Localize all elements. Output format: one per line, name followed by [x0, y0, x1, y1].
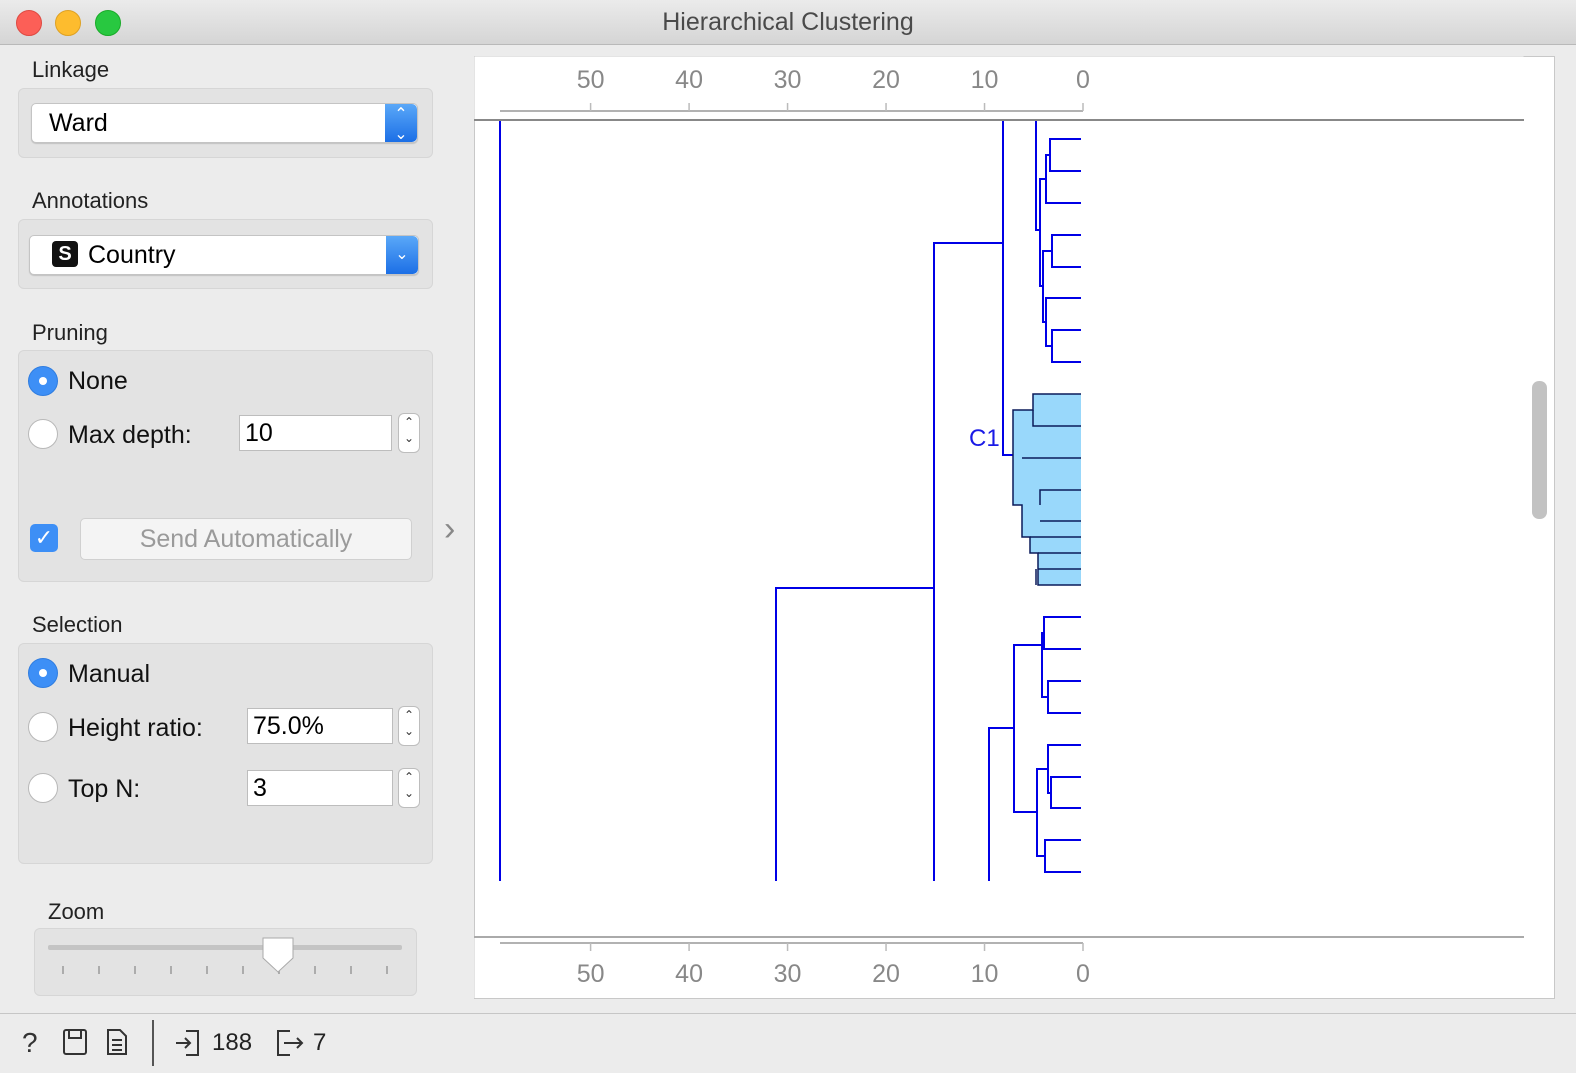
radio-manual[interactable]: [28, 658, 58, 688]
tick-label: 30: [774, 960, 802, 988]
dendrogram: C1 NetherlandsSwitzerlandGermanyBelgiumF…: [499, 120, 1081, 881]
tick-label: 0: [1076, 66, 1090, 94]
collapse-arrow[interactable]: ›: [444, 510, 456, 548]
selection-label: Selection: [32, 612, 123, 637]
max-depth-input[interactable]: 10: [239, 415, 392, 451]
spin-box[interactable]: ⌃ ⌄: [398, 706, 420, 746]
zoom-button[interactable]: [95, 10, 121, 36]
minimize-button[interactable]: [55, 10, 81, 36]
annotations-label: Annotations: [32, 188, 149, 213]
help-icon[interactable]: ?: [22, 1027, 38, 1058]
separator: [152, 1020, 154, 1066]
option-label: Max depth:: [68, 421, 192, 449]
input-count: 188: [212, 1029, 253, 1056]
tick-label: 50: [577, 66, 605, 94]
status-bar: ? 188 7: [0, 1013, 1576, 1073]
pruning-label: Pruning: [32, 320, 108, 345]
tick-label: 40: [675, 66, 703, 94]
option-label: None: [68, 367, 128, 395]
annotations-value: Country: [88, 241, 176, 269]
zoom-box: [34, 928, 417, 996]
tick-label: 0: [1076, 960, 1090, 988]
output-count: 7: [313, 1029, 327, 1056]
tick-label: 20: [872, 66, 900, 94]
annotations-combo[interactable]: S Country ⌄: [29, 235, 419, 275]
option-label: Height ratio:: [68, 714, 203, 742]
tick-label: 20: [872, 960, 900, 988]
tick-label: 30: [774, 66, 802, 94]
tick-label: 10: [971, 960, 999, 988]
window-title: Hierarchical Clustering: [662, 8, 914, 36]
title-bar: Hierarchical Clustering: [0, 0, 1576, 45]
spin-box[interactable]: ⌃ ⌄: [398, 768, 420, 808]
input-icon: [176, 1030, 199, 1056]
linkage-combo[interactable]: Ward ⌃ ⌄: [31, 103, 418, 143]
string-badge: S: [52, 241, 78, 267]
tick-label: 40: [675, 960, 703, 988]
top-axis-bg: [474, 56, 1524, 120]
radio-top-n[interactable]: [28, 773, 58, 803]
spin-box[interactable]: ⌃ ⌄: [398, 413, 420, 453]
radio-max-depth[interactable]: [28, 419, 58, 449]
option-label: Manual: [68, 660, 150, 688]
axes: 50 40 30 20 10 0 50 40 30 20 10 0: [500, 66, 1090, 988]
tick-label: 10: [971, 66, 999, 94]
tick-label: 50: [577, 960, 605, 988]
zoom-slider[interactable]: [34, 928, 415, 994]
close-button[interactable]: [16, 10, 42, 36]
radio-height-ratio[interactable]: [28, 712, 58, 742]
slider-track: [48, 945, 402, 950]
slider-handle[interactable]: [262, 937, 294, 973]
slider-ticks: [62, 966, 388, 974]
tree-links: [499, 120, 1081, 881]
selection-box: [18, 643, 433, 864]
plot-frame: [474, 56, 1555, 999]
option-label: Top N:: [68, 775, 141, 803]
cluster-links: [1022, 410, 1081, 585]
combo-arrows: ⌃ ⌄: [385, 104, 417, 143]
linkage-value: Ward: [49, 109, 108, 137]
output-icon: [277, 1030, 304, 1056]
linkage-label: Linkage: [32, 57, 110, 82]
report-icon[interactable]: [107, 1029, 127, 1055]
status-icons: ?: [22, 1027, 127, 1058]
save-icon[interactable]: [63, 1029, 87, 1055]
auto-send-checkbox[interactable]: ✓: [30, 524, 58, 552]
zoom-label: Zoom: [48, 899, 105, 924]
scrollbar-thumb[interactable]: [1532, 381, 1547, 519]
bottom-axis-bg: [474, 937, 1524, 998]
combo-arrow: ⌄: [386, 236, 418, 274]
dendrogram-view: C1 NetherlandsSwitzerlandGermanyBelgiumF…: [474, 56, 1555, 999]
height-ratio-input[interactable]: 75.0%: [247, 708, 393, 744]
cluster-label: C1: [969, 425, 1000, 452]
top-n-input[interactable]: 3: [247, 770, 393, 806]
radio-none[interactable]: [28, 366, 58, 396]
send-button[interactable]: Send Automatically: [80, 518, 412, 560]
